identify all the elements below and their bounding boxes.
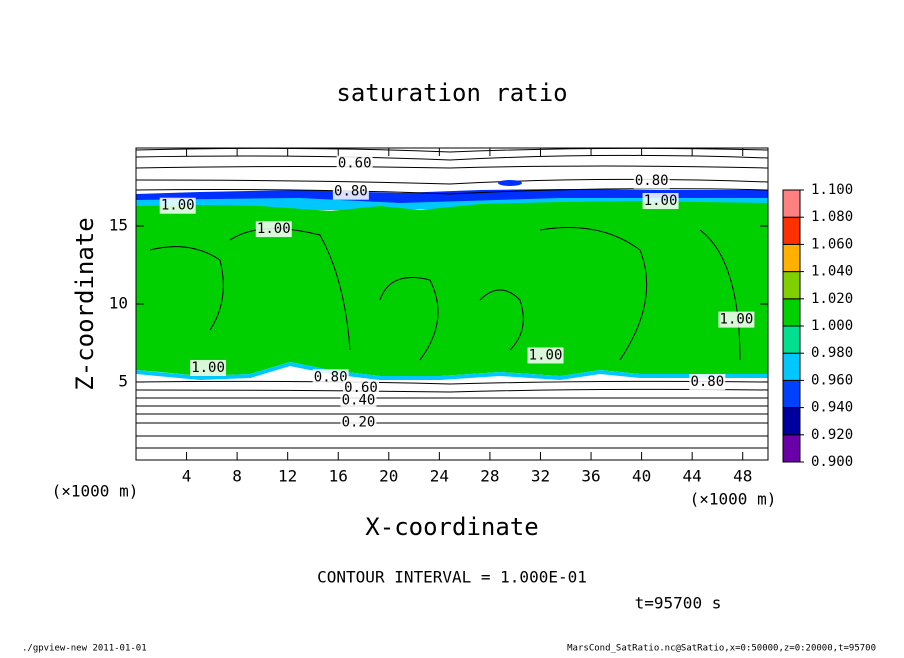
x-tick-label: 12 (278, 467, 297, 486)
colorbar-box (782, 271, 801, 300)
contour-label: 1.00 (529, 347, 563, 363)
colorbar-label: 1.100 (811, 182, 853, 198)
y-unit: (×1000 m) (690, 490, 777, 509)
colorbar-box (782, 189, 801, 218)
contour-label-bg (336, 155, 373, 172)
contour-label-bg (159, 197, 196, 214)
chart-title: saturation ratio (336, 79, 567, 107)
colorbar-box (782, 352, 801, 381)
y-tick-label: 15 (109, 216, 128, 235)
contour-lines (135, 147, 769, 449)
colorbar-box (782, 379, 801, 409)
contour-label-bg (340, 392, 377, 409)
contour-label: 0.60 (338, 156, 372, 172)
contour-label: 1.00 (191, 360, 225, 376)
colorbar-label: 0.980 (811, 345, 853, 361)
x-tick-label: 40 (632, 467, 651, 486)
x-tick-label: 4 (182, 467, 192, 486)
x-tick-label: 32 (531, 467, 550, 486)
footer-right: MarsCond_SatRatio.nc@SatRatio,x=0:50000,… (567, 644, 876, 654)
x-tick-label: 24 (430, 467, 449, 486)
colorbar-label: 0.900 (811, 454, 853, 470)
colorbar-label: 1.020 (811, 291, 853, 307)
contour-label-bg (633, 172, 670, 189)
y-axis-label: Z-coordinate (71, 217, 99, 390)
contour-label: 1.00 (720, 312, 754, 328)
x-tick-label: 16 (329, 467, 348, 486)
colorbar-label: 1.000 (811, 318, 853, 334)
x-tick-label: 36 (581, 467, 600, 486)
colorbar-box (782, 243, 801, 273)
field-fill (136, 201, 768, 376)
contour-label: 1.00 (257, 221, 291, 237)
contour-label: 0.80 (334, 184, 368, 200)
colorbar-box (782, 216, 801, 245)
y-tick-label: 5 (118, 372, 128, 391)
contour-label-bg (312, 369, 349, 386)
x-tick-label: 8 (232, 467, 242, 486)
x-tick-label: 44 (683, 467, 702, 486)
contour-label: 1.00 (161, 198, 195, 214)
colorbar-label: 0.940 (811, 400, 853, 416)
x-unit: (×1000 m) (52, 482, 139, 501)
contour-label-bg (332, 183, 369, 200)
contour-label: 0.80 (690, 374, 724, 390)
contour-label: 0.80 (314, 369, 348, 385)
time-label: t=95700 s (635, 594, 722, 613)
colorbar-label: 1.060 (811, 236, 853, 252)
contour-label-bg (342, 380, 379, 397)
contour-label-bg (340, 414, 377, 431)
field (135, 189, 768, 381)
contour-label: 0.40 (342, 393, 376, 409)
colorbar-label: 1.080 (811, 209, 853, 225)
contour-line (149, 227, 741, 361)
y-tick-label: 10 (109, 294, 128, 313)
contour-label-bg (718, 311, 755, 328)
contour-label-bg (642, 193, 679, 210)
colorbar-box (782, 434, 801, 463)
contour-label-bg (689, 374, 726, 390)
x-tick-label: 28 (480, 467, 499, 486)
colorbar-label: 1.040 (811, 264, 853, 280)
x-tick-label: 20 (379, 467, 398, 486)
colorbar-box (782, 298, 801, 327)
contour-label: 0.60 (344, 380, 378, 396)
colorbar-label: 0.920 (811, 427, 853, 443)
contour-label: 1.00 (644, 193, 678, 209)
field-patch (498, 180, 522, 186)
contour-label-bg (255, 221, 292, 238)
contour-label-bg (190, 359, 227, 376)
contour-label: 0.80 (635, 173, 669, 189)
contour-interval: CONTOUR INTERVAL = 1.000E-01 (317, 568, 587, 587)
colorbar-box (782, 407, 801, 436)
x-tick-label: 48 (733, 467, 752, 486)
colorbar-label: 0.960 (811, 372, 853, 388)
colorbar-box (782, 325, 801, 354)
footer-left: ./gpview-new 2011-01-01 (22, 644, 147, 654)
field-fringe-bottom (135, 361, 768, 381)
contour-label-bg (527, 347, 564, 364)
x-axis-label: X-coordinate (365, 513, 538, 541)
contour-label: 0.20 (342, 415, 376, 431)
